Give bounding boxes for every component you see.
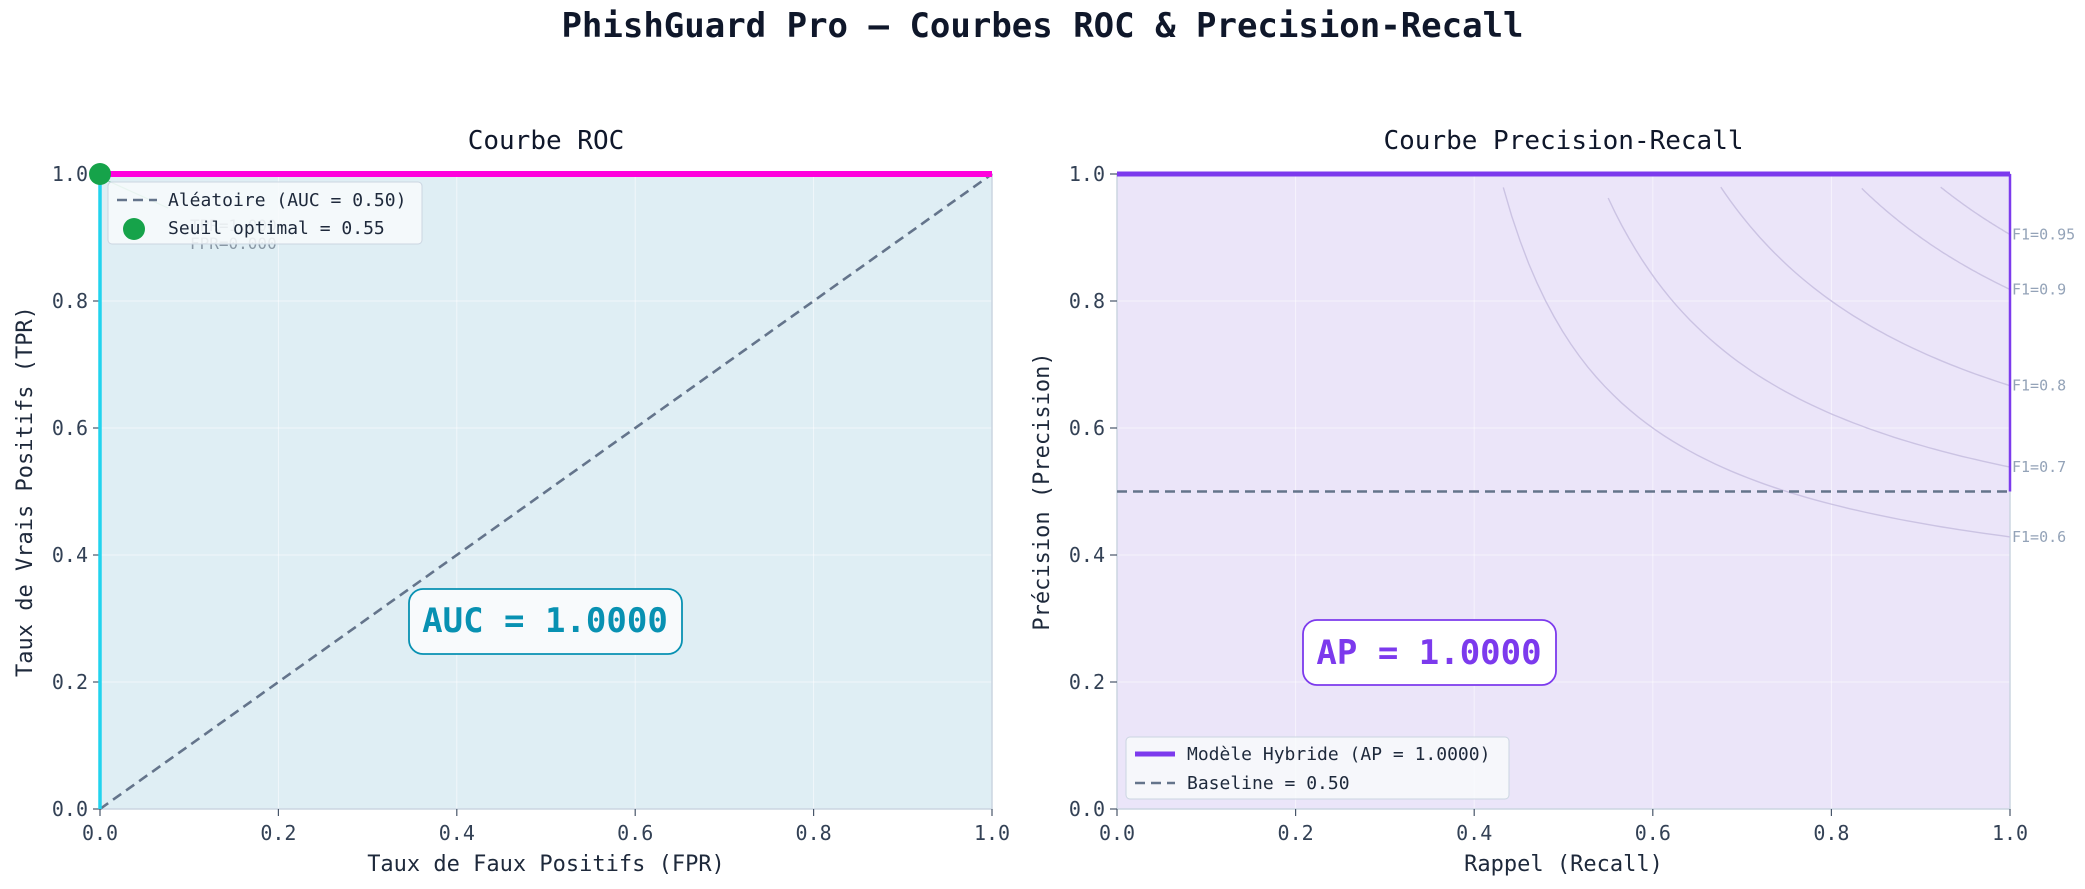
ap-value-text: AP = 1.0000	[1316, 633, 1541, 673]
y-tick-label: 0.8	[1069, 289, 1105, 313]
x-tick-label: 0.0	[1099, 821, 1135, 845]
y-tick-label: 0.6	[52, 416, 88, 440]
x-tick-label: 0.6	[1635, 821, 1671, 845]
y-tick-label: 0.4	[1069, 543, 1105, 567]
auc-box	[408, 588, 683, 655]
x-tick-label: 0.8	[796, 821, 832, 845]
y-tick-label: 0.0	[1069, 797, 1105, 821]
iso-f1-label: F1=0.9	[2012, 280, 2066, 298]
legend-box	[1125, 736, 1510, 800]
roc-panel: 0.0 0.2 0.4 0.6 0.8 1.0 0.0 0.2 0.4 0.6 0.8 1.0 Cour…	[13, 126, 1010, 877]
y-axis-label: Taux de Vrais Positifs (TPR)	[13, 306, 38, 677]
x-axis-label: Taux de Faux Positifs (FPR)	[367, 852, 725, 877]
x-tick-label: 0.6	[617, 821, 653, 845]
legend-box	[107, 181, 423, 245]
x-tick-label: 0.8	[1813, 821, 1849, 845]
y-tick-label: 0.6	[1069, 416, 1105, 440]
legend-entry-random: Aléatoire (AUC = 0.50)	[168, 190, 406, 211]
iso-f1-curve	[1502, 187, 2011, 538]
x-tick-label: 0.4	[439, 821, 475, 845]
iso-f1-label: F1=0.8	[2012, 377, 2066, 395]
y-tick-label: 1.0	[52, 162, 88, 186]
x-tick-label: 0.4	[1456, 821, 1492, 845]
y-tick-label: 0.2	[1069, 670, 1105, 694]
optimal-threshold-point	[89, 163, 111, 185]
panel-title: Courbe Precision-Recall	[1383, 126, 1743, 156]
x-tick-label: 1.0	[974, 821, 1010, 845]
y-axis-label: Précision (Precision)	[1030, 352, 1055, 630]
y-tick-label: 0.0	[52, 797, 88, 821]
ap-box	[1302, 619, 1557, 686]
iso-f1-label: F1=0.6	[2012, 528, 2066, 546]
y-tick-label: 0.4	[52, 543, 88, 567]
iso-f1-label: F1=0.7	[2012, 458, 2066, 476]
x-axis-label: Rappel (Recall)	[1464, 852, 1663, 877]
x-tick-label: 1.0	[1992, 821, 2028, 845]
x-tick-label: 0.2	[260, 821, 296, 845]
iso-f1-curve	[1720, 186, 2011, 387]
legend-entry-model: Modèle Hybride (AP = 1.0000)	[1187, 744, 1490, 765]
iso-f1-curve	[1607, 197, 2011, 468]
y-tick-label: 0.2	[52, 670, 88, 694]
iso-f1-label: F1=0.95	[2012, 225, 2075, 243]
figure-title: PhishGuard Pro — Courbes ROC & Precision…	[561, 6, 1524, 46]
legend-entry-baseline: Baseline = 0.50	[1187, 773, 1350, 794]
legend-marker-optimal	[123, 218, 145, 240]
x-tick-label: 0.0	[82, 821, 118, 845]
x-tick-label: 0.2	[1278, 821, 1314, 845]
iso-f1-curve	[1940, 186, 2011, 236]
pr-panel: 0.0 0.2 0.4 0.6 0.8 1.0 0.0 0.2 0.4 0.6 0.8 1.0 Cour…	[1030, 126, 2075, 877]
y-tick-label: 1.0	[1069, 162, 1105, 186]
auc-value-text: AUC = 1.0000	[422, 601, 668, 641]
iso-f1-curve	[1861, 187, 2011, 291]
panel-title: Courbe ROC	[468, 126, 625, 156]
random-baseline-line	[99, 172, 993, 811]
legend-entry-optimal: Seuil optimal = 0.55	[168, 218, 385, 239]
y-tick-label: 0.8	[52, 289, 88, 313]
